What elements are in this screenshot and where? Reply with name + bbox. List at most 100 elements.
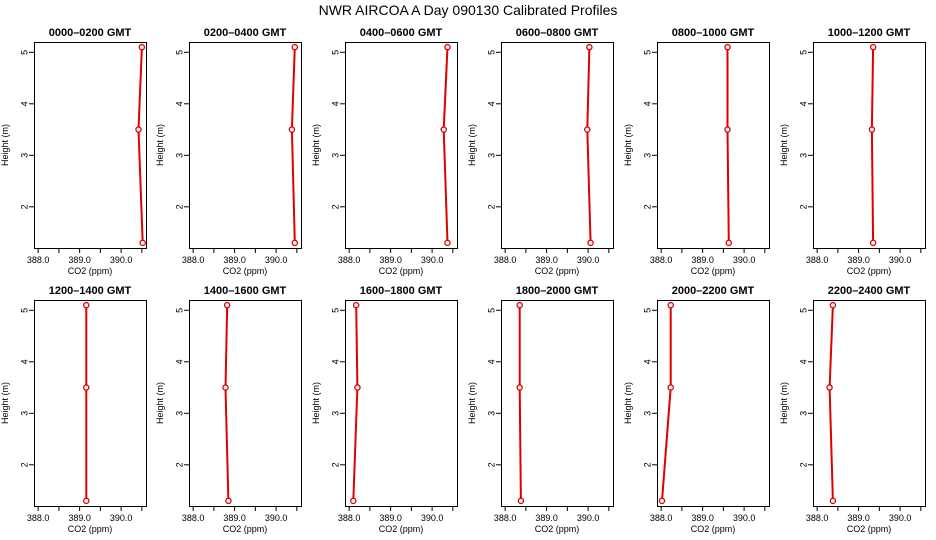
x-axis-label: CO2 (ppm) (379, 266, 424, 276)
data-point (138, 43, 146, 51)
y-tick-label: 3 (486, 153, 496, 158)
y-tick-label: 5 (19, 50, 29, 55)
x-tick-label: 390.0 (733, 255, 756, 265)
panel-title: 0200–0400 GMT (204, 27, 287, 39)
plot-frame (501, 42, 614, 249)
x-tick-label: 390.0 (889, 513, 912, 523)
y-tick-label: 3 (174, 153, 184, 158)
data-point (869, 239, 877, 247)
y-tick-label: 4 (642, 359, 652, 364)
y-axis-label: Height (m) (155, 382, 165, 424)
y-tick-label: 2 (19, 204, 29, 209)
y-tick-label: 4 (19, 359, 29, 364)
x-tick-label: 388.0 (806, 255, 829, 265)
data-point (83, 384, 90, 391)
data-point (223, 301, 231, 309)
y-tick-label: 2 (798, 462, 808, 467)
y-tick-label: 4 (174, 101, 184, 106)
y-tick-label: 3 (330, 411, 340, 416)
y-axis-label: Height (m) (0, 382, 10, 424)
panel-title: 0000–0200 GMT (49, 27, 132, 39)
y-tick-label: 3 (642, 411, 652, 416)
x-tick-label: 388.0 (182, 255, 205, 265)
x-tick-label: 389.0 (847, 255, 870, 265)
y-tick-label: 3 (486, 411, 496, 416)
x-tick-label: 389.0 (223, 255, 246, 265)
x-tick-label: 389.0 (379, 255, 402, 265)
x-tick-label: 389.0 (535, 513, 558, 523)
data-point (826, 384, 833, 391)
data-point (444, 239, 451, 247)
y-axis-label: Height (m) (779, 382, 789, 424)
x-tick-label: 389.0 (691, 255, 714, 265)
x-axis-label: CO2 (ppm) (68, 524, 113, 534)
profile-line (290, 47, 296, 243)
data-point (829, 301, 837, 309)
data-point (516, 301, 523, 309)
panel-title: 1200–1400 GMT (49, 285, 132, 297)
plot-frame (189, 300, 302, 507)
x-axis-label: CO2 (ppm) (847, 266, 892, 276)
data-point (667, 301, 674, 309)
data-point (354, 384, 361, 391)
y-tick-label: 4 (486, 359, 496, 364)
y-axis-label: Height (m) (623, 382, 633, 424)
x-axis-label: CO2 (ppm) (535, 266, 580, 276)
data-point (724, 43, 731, 51)
y-tick-label: 4 (174, 359, 184, 364)
data-point (135, 126, 142, 133)
y-tick-label: 5 (19, 308, 29, 313)
y-tick-label: 4 (19, 101, 29, 106)
data-point (444, 43, 451, 51)
data-point (725, 239, 733, 247)
x-tick-label: 388.0 (27, 513, 50, 523)
y-axis-label: Height (m) (311, 124, 321, 166)
profile-line (726, 47, 730, 243)
y-tick-label: 4 (798, 101, 808, 106)
data-point (517, 497, 525, 505)
data-point (658, 497, 666, 505)
panel-title: 2000–2200 GMT (672, 285, 755, 297)
plot-frame (657, 42, 770, 249)
y-tick-label: 2 (642, 204, 652, 209)
page-title: NWR AIRCOA A Day 090130 Calibrated Profi… (318, 2, 618, 18)
plot-frame (813, 300, 926, 507)
data-point (83, 301, 90, 309)
y-axis-label: Height (m) (155, 124, 165, 166)
x-tick-label: 390.0 (577, 255, 600, 265)
y-tick-label: 2 (486, 204, 496, 209)
y-tick-label: 2 (642, 462, 652, 467)
panel-title: 2200–2400 GMT (828, 285, 911, 297)
profile-panel: 1600–1800 GMT 388.0 389.0 390.0 2 3 4 5 CO2 (ppm… (311, 285, 458, 534)
profile-panel: 0200–0400 GMT 388.0 389.0 390.0 2 3 4 5 CO2 (ppm… (155, 27, 302, 276)
panel-title: 0600–0800 GMT (516, 27, 599, 39)
plot-frame (189, 42, 302, 249)
y-tick-label: 5 (174, 308, 184, 313)
data-point (352, 301, 360, 309)
data-point (868, 126, 876, 133)
x-tick-label: 389.0 (379, 513, 402, 523)
y-tick-label: 4 (330, 101, 340, 106)
data-point (350, 497, 357, 505)
x-axis-label: CO2 (ppm) (223, 524, 268, 534)
panel-title: 1800–2000 GMT (516, 285, 599, 297)
plot-frame (34, 42, 147, 249)
x-tick-label: 388.0 (182, 513, 205, 523)
panel-title: 1400–1600 GMT (204, 285, 287, 297)
y-axis-label: Height (m) (467, 124, 477, 166)
y-tick-label: 4 (798, 359, 808, 364)
y-tick-label: 5 (330, 308, 340, 313)
data-point (587, 239, 594, 247)
profile-line (137, 47, 144, 243)
x-tick-label: 388.0 (338, 255, 361, 265)
plot-frame (345, 42, 458, 249)
y-tick-label: 2 (798, 204, 808, 209)
y-axis-label: Height (m) (311, 382, 321, 424)
x-tick-label: 388.0 (338, 513, 361, 523)
y-tick-label: 5 (486, 50, 496, 55)
profile-panel: 2200–2400 GMT 388.0 389.0 390.0 2 3 4 5 CO2 (ppm… (779, 285, 926, 534)
y-tick-label: 2 (174, 462, 184, 467)
x-tick-label: 389.0 (68, 513, 91, 523)
data-point (139, 239, 146, 247)
